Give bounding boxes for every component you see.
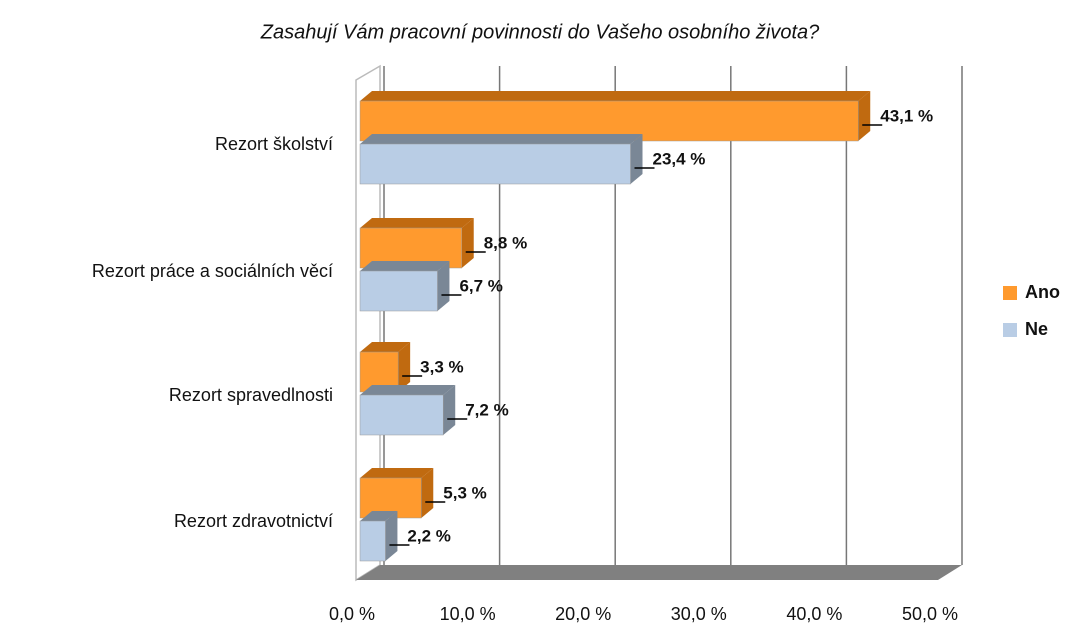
y-tick-label: Rezort zdravotnictví bbox=[174, 511, 333, 531]
y-tick-label: Rezort práce a sociálních věcí bbox=[92, 261, 333, 281]
floor bbox=[356, 565, 962, 580]
bar-side bbox=[398, 342, 411, 392]
legend-swatch bbox=[1003, 323, 1017, 337]
bar-top bbox=[360, 385, 456, 395]
bar-side bbox=[421, 468, 434, 518]
x-tick-label: 20,0 % bbox=[555, 604, 611, 624]
y-tick-label: Rezort spravedlnosti bbox=[169, 385, 333, 405]
bar-side bbox=[385, 511, 398, 561]
bar bbox=[359, 394, 444, 436]
legend-swatch bbox=[1003, 286, 1017, 300]
bar bbox=[359, 143, 631, 185]
value-label: 3,3 % bbox=[420, 357, 463, 376]
y-tick-label: Rezort školství bbox=[215, 134, 333, 154]
value-label: 2,2 % bbox=[407, 526, 450, 545]
x-tick-label: 40,0 % bbox=[786, 604, 842, 624]
value-label: 8,8 % bbox=[484, 233, 527, 252]
bar bbox=[359, 520, 386, 562]
bar-top bbox=[360, 511, 398, 521]
bar-top bbox=[360, 91, 871, 101]
value-label: 43,1 % bbox=[880, 106, 933, 125]
x-tick-label: 0,0 % bbox=[329, 604, 375, 624]
chart-title: Zasahují Vám pracovní povinnosti do Vaše… bbox=[260, 21, 820, 43]
value-label: 5,3 % bbox=[443, 483, 486, 502]
value-label: 6,7 % bbox=[459, 276, 502, 295]
bar-top bbox=[360, 218, 474, 228]
bar-top bbox=[360, 342, 411, 352]
x-tick-label: 50,0 % bbox=[902, 604, 958, 624]
value-label: 23,4 % bbox=[653, 149, 706, 168]
legend-label: Ano bbox=[1025, 282, 1060, 302]
bar-side bbox=[461, 218, 474, 268]
bar-side bbox=[630, 134, 643, 184]
bar bbox=[359, 270, 438, 312]
value-label: 7,2 % bbox=[465, 400, 508, 419]
bar-side bbox=[858, 91, 871, 141]
bar-top bbox=[360, 134, 643, 144]
legend-label: Ne bbox=[1025, 319, 1048, 339]
bar-side bbox=[437, 261, 450, 311]
bar-side bbox=[443, 385, 456, 435]
x-tick-label: 30,0 % bbox=[671, 604, 727, 624]
x-tick-label: 10,0 % bbox=[440, 604, 496, 624]
bar-top bbox=[360, 468, 434, 478]
bar-top bbox=[360, 261, 450, 271]
